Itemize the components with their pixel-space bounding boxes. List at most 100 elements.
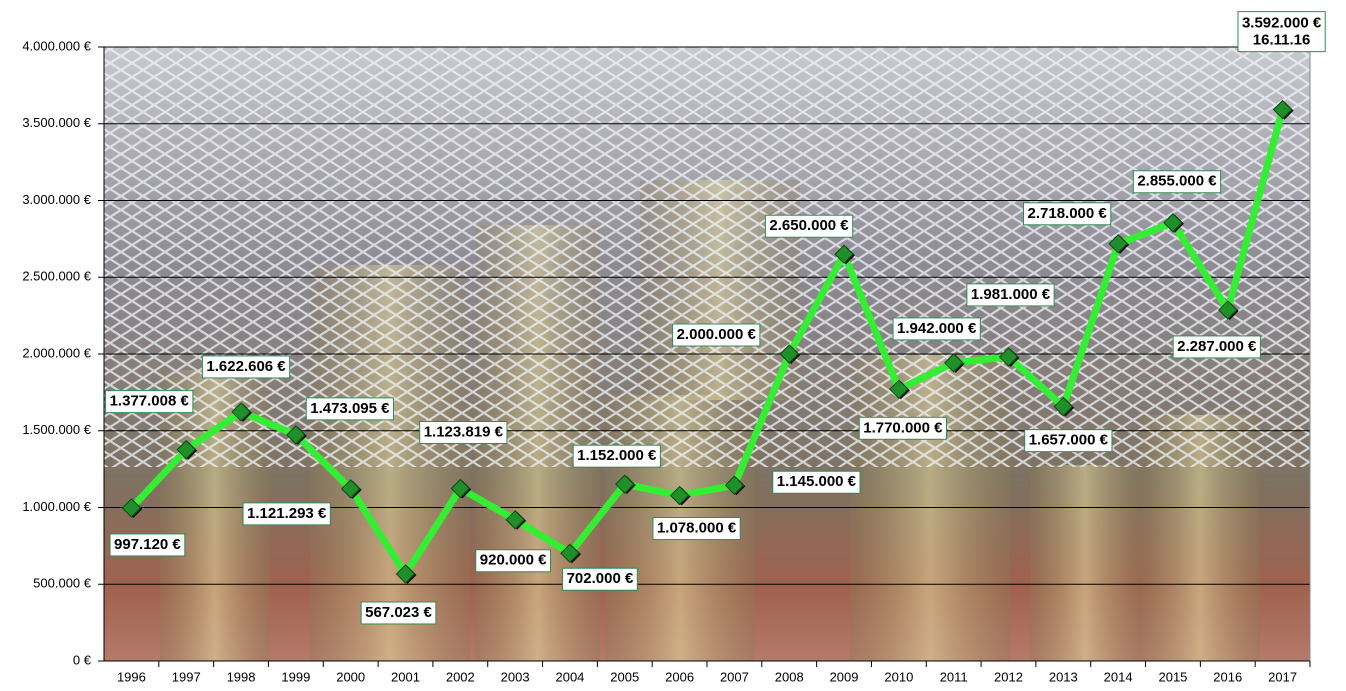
x-tick-label: 1999 — [281, 669, 310, 684]
value-label: 2.000.000 € — [677, 326, 757, 343]
value-label: 1.121.293 € — [247, 505, 327, 522]
value-label: 920.000 € — [480, 552, 547, 569]
label-box — [772, 470, 861, 494]
marker — [943, 353, 964, 373]
value-label: 1.078.000 € — [657, 519, 737, 536]
x-tick-label: 2009 — [830, 669, 859, 684]
y-tick-label: 0 € — [73, 652, 92, 667]
marker — [834, 244, 854, 264]
value-label: 1.657.000 € — [1029, 432, 1109, 449]
label-box — [858, 416, 947, 440]
marker — [176, 439, 196, 460]
x-tick-label: 2007 — [720, 669, 749, 684]
y-tick-label: 4.000.000 € — [22, 38, 91, 53]
x-tick-label: 1996 — [117, 669, 146, 684]
marker — [1108, 234, 1128, 254]
value-label: 1.770.000 € — [863, 419, 943, 436]
marker — [998, 347, 1019, 367]
value-label: 1.473.095 € — [310, 400, 390, 417]
marker — [340, 479, 361, 499]
label-box — [475, 549, 552, 573]
y-tick-label: 3.000.000 € — [22, 192, 91, 207]
marker — [1272, 99, 1293, 120]
x-tick-label: 2012 — [994, 669, 1023, 684]
value-label: 997.120 € — [114, 536, 181, 553]
value-label: 1.942.000 € — [897, 320, 977, 337]
label-box — [419, 420, 508, 444]
x-tick-label: 1998 — [227, 669, 256, 684]
label-box — [1132, 170, 1222, 194]
label-box — [562, 567, 638, 591]
marker — [1163, 213, 1183, 233]
x-tick-label: 2011 — [940, 669, 968, 684]
x-tick-label: 2016 — [1213, 669, 1242, 684]
marker — [121, 498, 142, 518]
value-label: 567.023 € — [365, 604, 432, 621]
value-label: 1.622.606 € — [206, 358, 286, 375]
label-box — [105, 390, 194, 414]
line — [128, 108, 1286, 578]
value-label: 1.145.000 € — [777, 473, 857, 490]
marker — [450, 478, 471, 499]
value-label: 2.650.000 € — [769, 217, 849, 234]
value-label: 1.152.000 € — [577, 447, 657, 464]
marker — [231, 402, 251, 422]
y-tick-label: 3.500.000 € — [22, 115, 91, 130]
x-tick-label: 2000 — [336, 669, 365, 684]
value-label: 2.287.000 € — [1177, 338, 1257, 355]
label-box — [109, 533, 186, 557]
x-tick-label: 2010 — [884, 669, 913, 684]
y-tick-label: 1.500.000 € — [22, 422, 91, 437]
label-box — [242, 502, 331, 526]
label-box — [892, 317, 981, 341]
marker — [669, 485, 690, 506]
marker — [1218, 300, 1238, 320]
marker — [395, 564, 416, 584]
label-box — [360, 601, 437, 625]
x-tick-label: 2013 — [1049, 669, 1078, 684]
x-tick-label: 2006 — [665, 669, 694, 684]
x-tick-label: 1997 — [172, 669, 201, 684]
value-label: 1.981.000 € — [971, 286, 1051, 303]
label-box — [201, 355, 291, 379]
marker — [560, 543, 580, 563]
x-tick-label: 2008 — [775, 669, 804, 684]
label-box — [764, 214, 854, 238]
label-box — [1024, 429, 1113, 453]
label-box — [672, 323, 761, 347]
series — [121, 99, 1294, 584]
value-label: 3.592.000 € — [1242, 15, 1322, 32]
y-tick-label: 500.000 € — [33, 576, 92, 591]
label-box — [966, 283, 1055, 307]
x-tick-label: 2005 — [610, 669, 639, 684]
x-tick-label: 2001 — [391, 669, 420, 684]
marker — [724, 475, 745, 495]
y-tick-label: 2.500.000 € — [22, 269, 91, 284]
axes: 0 € 500.000 € 1.000.000 € 1.500.000 € 2.000.… — [22, 38, 1311, 684]
y-tick-label: 1.000.000 € — [22, 499, 91, 514]
x-tick-label: 2004 — [555, 669, 584, 684]
x-tick-label: 2017 — [1268, 669, 1297, 684]
value-label: 1.377.008 € — [110, 393, 190, 410]
label-box — [305, 397, 394, 421]
y-tick-label: 2.000.000 € — [22, 345, 91, 360]
marker — [505, 510, 525, 530]
annotation: 16.11.16 — [1253, 32, 1311, 49]
value-label: 2.855.000 € — [1137, 173, 1217, 190]
label-box — [1023, 202, 1112, 226]
x-tick-label: 2014 — [1104, 669, 1133, 684]
label-box — [1237, 11, 1326, 53]
label-box — [1172, 335, 1261, 359]
label-box — [572, 444, 661, 468]
label-box — [652, 517, 741, 541]
x-tick-label: 2015 — [1158, 669, 1187, 684]
value-label: 1.123.819 € — [424, 423, 504, 440]
marker — [889, 379, 909, 400]
value-label: 702.000 € — [567, 570, 634, 587]
marker — [779, 344, 799, 364]
data-labels: 997.120 € 1.377.008 € 1.622.606 € 1.473.095… — [105, 11, 1326, 625]
marker — [1053, 396, 1074, 417]
value-label: 2.718.000 € — [1028, 205, 1108, 222]
marker — [286, 425, 306, 445]
